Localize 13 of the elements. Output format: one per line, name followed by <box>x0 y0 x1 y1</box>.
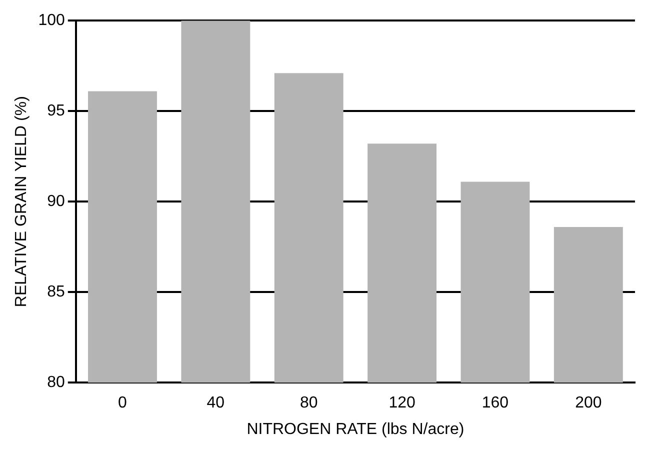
x-tick-label: 0 <box>118 394 128 412</box>
x-tick-label: 120 <box>388 394 416 412</box>
y-tick-label: 80 <box>47 374 65 392</box>
x-tick-label: 160 <box>482 394 509 412</box>
x-tick-label: 40 <box>206 394 225 412</box>
y-tick-label: 85 <box>47 284 65 301</box>
y-axis-title: RELATIVE GRAIN YIELD (%) <box>13 96 30 308</box>
y-tick-label: 100 <box>38 12 65 30</box>
y-tick-label: 95 <box>47 102 65 120</box>
x-tick-label: 80 <box>300 394 318 412</box>
x-axis-title: NITROGEN RATE (lbs N/acre) <box>246 420 464 438</box>
x-tick-label: 200 <box>575 394 602 412</box>
y-tick-label: 90 <box>47 193 65 210</box>
